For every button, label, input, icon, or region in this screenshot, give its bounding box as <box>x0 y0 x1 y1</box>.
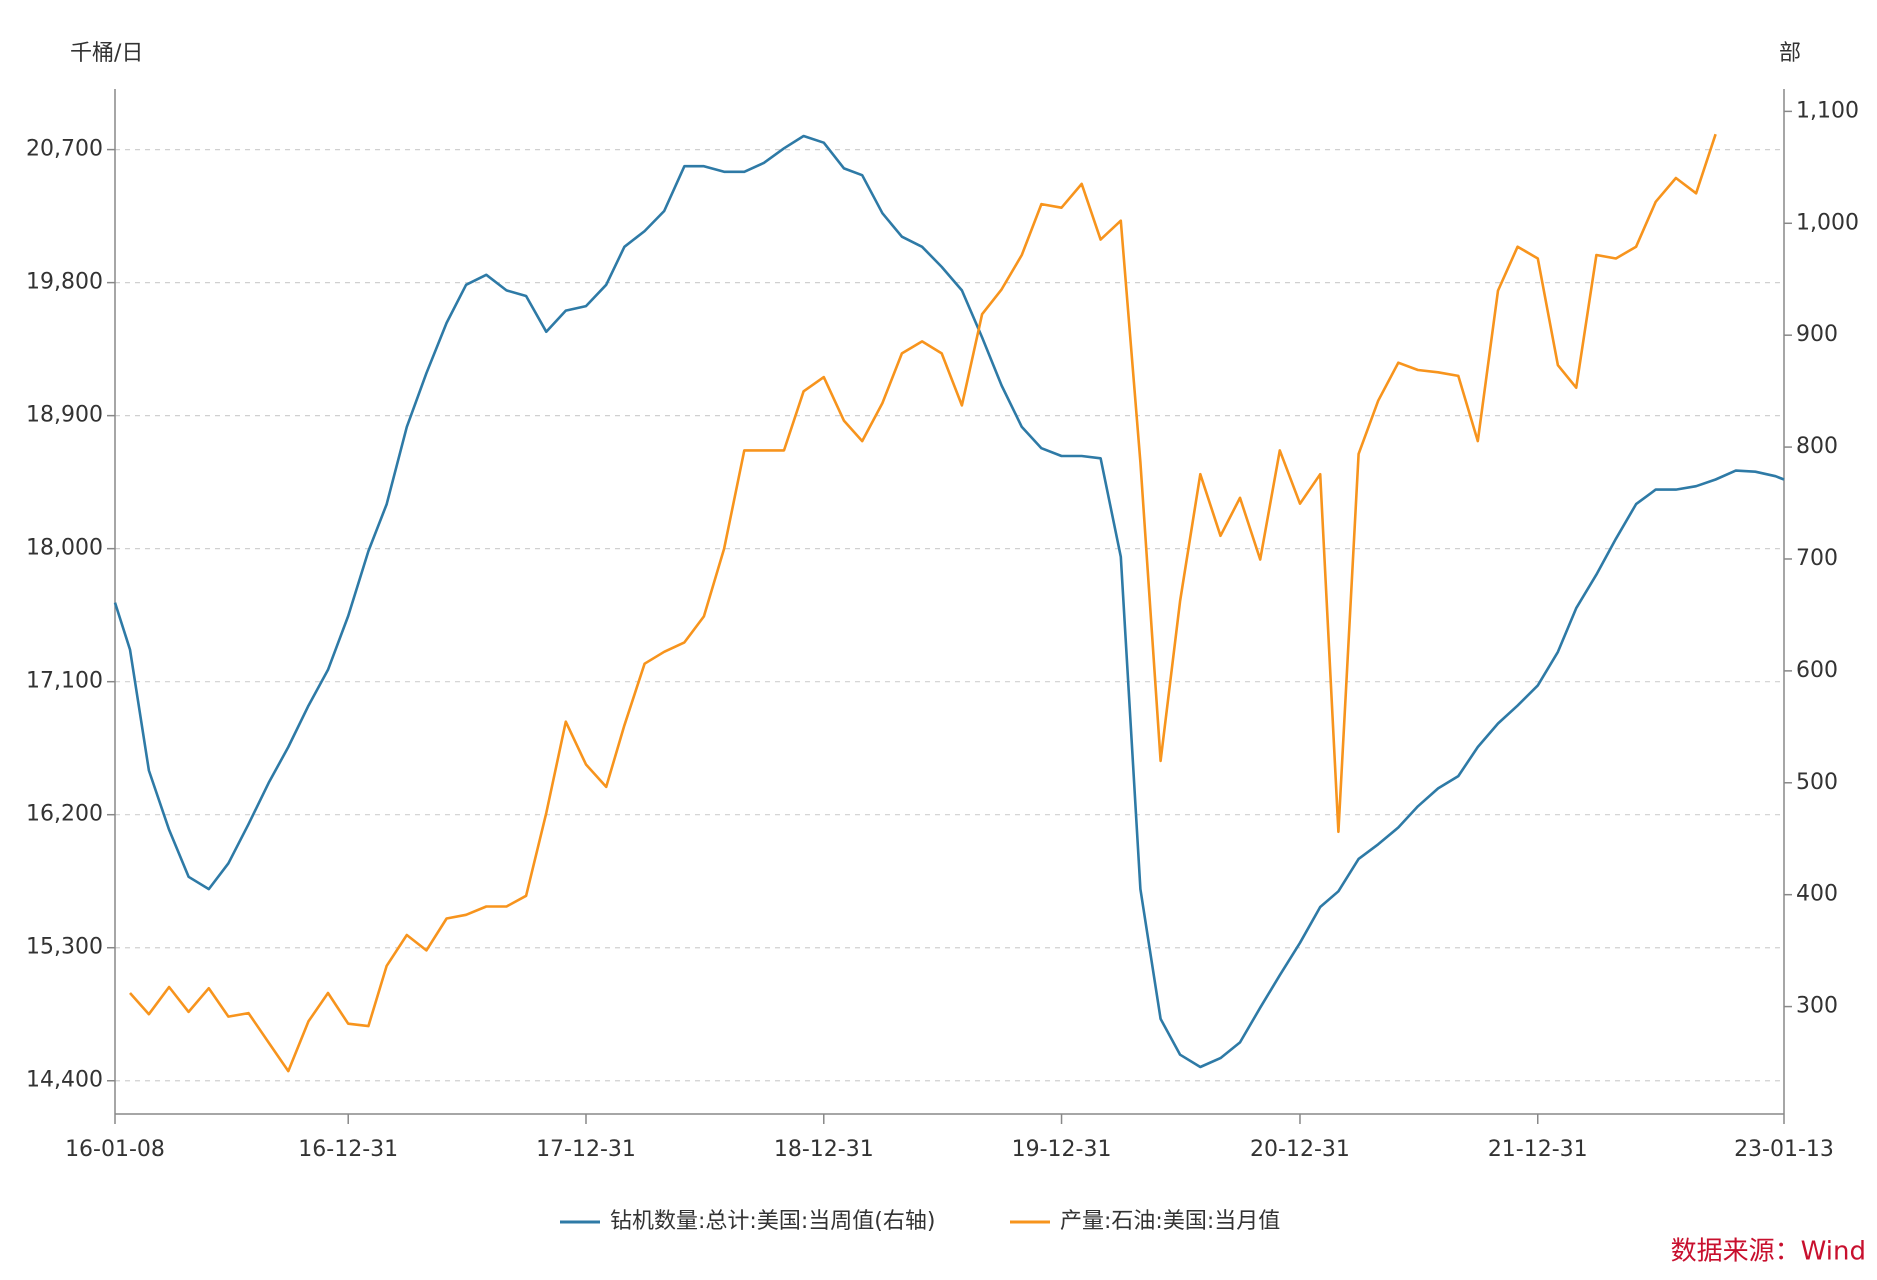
x-tick-label: 16-01-08 <box>65 1137 165 1162</box>
x-tick-label: 19-12-31 <box>1012 1137 1112 1162</box>
y-tick-label: 20,700 <box>26 137 103 162</box>
y-axis-label: 千桶/日 <box>70 41 143 66</box>
y2-tick-label: 800 <box>1796 434 1838 459</box>
x-tick-label: 16-12-31 <box>298 1137 398 1162</box>
x-tick-label: 23-01-13 <box>1734 1137 1834 1162</box>
legend-label: 钻机数量:总计:美国:当周值(右轴) <box>610 1209 935 1234</box>
y2-tick-label: 900 <box>1796 322 1838 347</box>
y-tick-label: 15,300 <box>26 935 103 960</box>
y2-tick-label: 400 <box>1796 882 1838 907</box>
legend-label: 产量:石油:美国:当月值 <box>1060 1209 1280 1234</box>
y2-tick-label: 500 <box>1796 770 1838 795</box>
series-line <box>113 134 1785 1069</box>
y2-tick-label: 1,000 <box>1796 210 1859 235</box>
y-tick-label: 18,000 <box>26 536 103 561</box>
y-tick-label: 16,200 <box>26 802 103 827</box>
y-tick-label: 19,800 <box>26 270 103 295</box>
y2-tick-label: 600 <box>1796 658 1838 683</box>
y2-axis-label: 部 <box>1779 41 1801 66</box>
series-line <box>129 133 1717 1073</box>
y2-tick-label: 1,100 <box>1796 98 1859 123</box>
x-tick-label: 18-12-31 <box>774 1137 874 1162</box>
y-tick-label: 17,100 <box>26 669 103 694</box>
x-tick-label: 17-12-31 <box>536 1137 636 1162</box>
y-tick-label: 18,900 <box>26 403 103 428</box>
source: 数据来源：Wind <box>1671 1237 1866 1267</box>
x-tick-label: 21-12-31 <box>1488 1137 1588 1162</box>
x-tick-label: 20-12-31 <box>1250 1137 1350 1162</box>
y2-tick-label: 700 <box>1796 546 1838 571</box>
y2-tick-label: 300 <box>1796 994 1838 1019</box>
y-tick-label: 14,400 <box>26 1068 103 1093</box>
